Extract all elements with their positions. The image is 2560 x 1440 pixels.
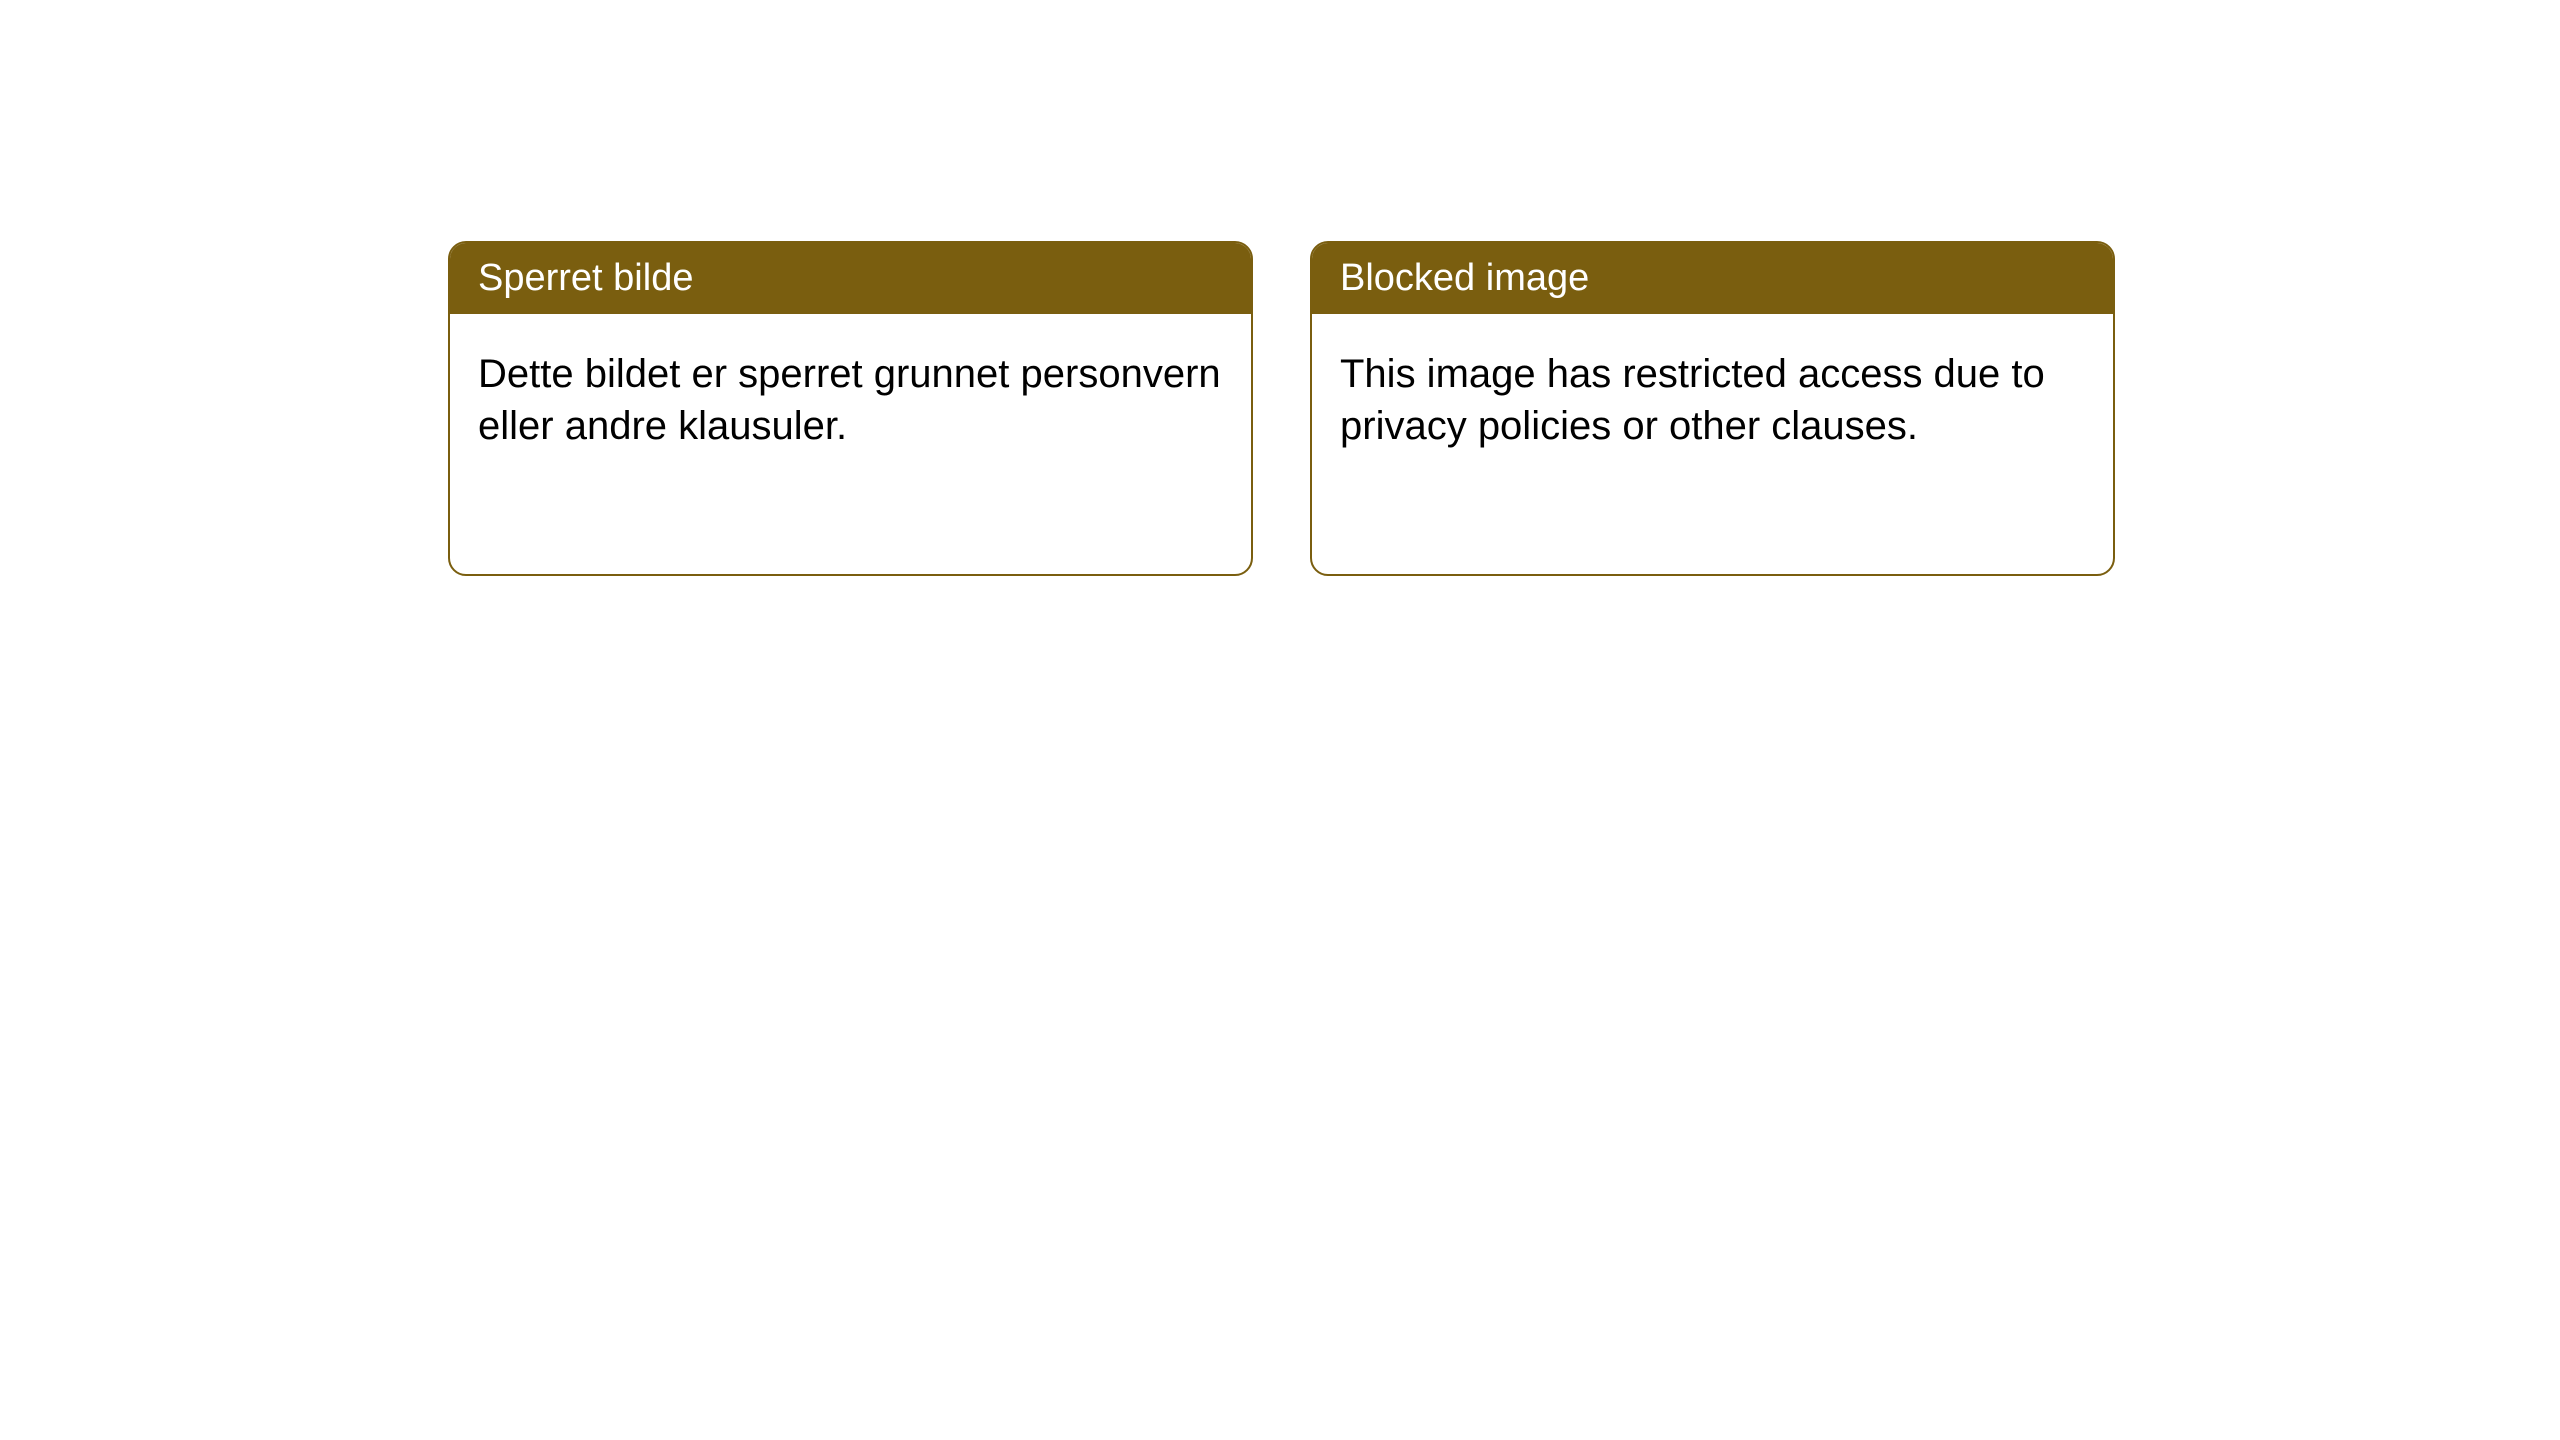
card-body: Dette bildet er sperret grunnet personve…: [450, 314, 1251, 486]
blocked-image-card-en: Blocked image This image has restricted …: [1310, 241, 2115, 576]
card-header: Blocked image: [1312, 243, 2113, 314]
card-header: Sperret bilde: [450, 243, 1251, 314]
card-title: Sperret bilde: [478, 257, 693, 299]
blocked-image-card-no: Sperret bilde Dette bildet er sperret gr…: [448, 241, 1253, 576]
card-body: This image has restricted access due to …: [1312, 314, 2113, 486]
card-body-text: Dette bildet er sperret grunnet personve…: [478, 352, 1221, 448]
card-title: Blocked image: [1340, 257, 1589, 299]
cards-container: Sperret bilde Dette bildet er sperret gr…: [448, 241, 2115, 576]
card-body-text: This image has restricted access due to …: [1340, 352, 2045, 448]
